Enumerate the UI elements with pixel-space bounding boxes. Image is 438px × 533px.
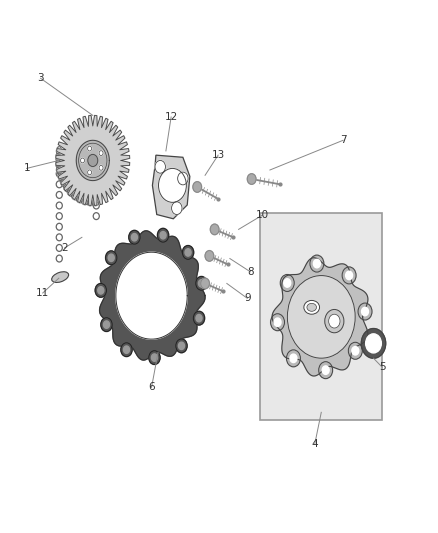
Circle shape: [88, 146, 92, 151]
Circle shape: [129, 230, 140, 244]
Circle shape: [290, 354, 297, 362]
Circle shape: [152, 354, 158, 361]
Circle shape: [348, 342, 362, 359]
Polygon shape: [152, 155, 190, 219]
Text: 2: 2: [61, 243, 68, 253]
Circle shape: [172, 202, 182, 215]
Circle shape: [185, 249, 191, 256]
Text: 9: 9: [244, 293, 251, 303]
Circle shape: [193, 182, 201, 192]
Circle shape: [352, 346, 359, 355]
Circle shape: [176, 339, 187, 353]
Circle shape: [99, 151, 103, 156]
Circle shape: [155, 160, 166, 173]
Circle shape: [81, 158, 85, 163]
Circle shape: [99, 165, 103, 170]
Circle shape: [149, 351, 160, 365]
Circle shape: [361, 328, 386, 358]
Circle shape: [182, 246, 194, 260]
Circle shape: [314, 260, 320, 268]
Circle shape: [121, 343, 132, 357]
Circle shape: [247, 174, 256, 184]
Circle shape: [280, 274, 294, 292]
Circle shape: [284, 279, 291, 287]
Circle shape: [325, 310, 344, 333]
Circle shape: [108, 254, 114, 262]
Ellipse shape: [307, 303, 317, 311]
Circle shape: [193, 311, 205, 325]
Circle shape: [88, 170, 92, 175]
Circle shape: [95, 284, 106, 297]
Circle shape: [271, 314, 285, 330]
Text: 13: 13: [212, 150, 225, 160]
Circle shape: [201, 278, 209, 289]
Circle shape: [98, 287, 104, 294]
Polygon shape: [56, 116, 130, 206]
Text: 5: 5: [379, 362, 385, 372]
Circle shape: [106, 251, 117, 265]
Circle shape: [205, 251, 214, 261]
Circle shape: [310, 255, 324, 272]
Circle shape: [287, 276, 355, 358]
Circle shape: [346, 271, 353, 280]
Circle shape: [196, 314, 202, 322]
Circle shape: [157, 228, 169, 242]
Ellipse shape: [304, 301, 320, 314]
Polygon shape: [76, 140, 110, 181]
Circle shape: [159, 168, 186, 203]
Text: 8: 8: [247, 267, 254, 277]
Circle shape: [358, 303, 372, 320]
Polygon shape: [272, 258, 368, 376]
Circle shape: [101, 318, 112, 332]
Circle shape: [103, 321, 110, 328]
Text: 1: 1: [23, 164, 30, 173]
Polygon shape: [116, 252, 187, 339]
Circle shape: [198, 280, 205, 287]
Circle shape: [160, 231, 166, 239]
Circle shape: [361, 308, 368, 316]
Circle shape: [178, 342, 184, 350]
Circle shape: [286, 350, 300, 367]
Circle shape: [328, 314, 340, 328]
Circle shape: [342, 267, 356, 284]
Circle shape: [366, 334, 381, 353]
Circle shape: [274, 318, 281, 326]
Polygon shape: [260, 214, 382, 420]
Circle shape: [124, 346, 130, 353]
Circle shape: [178, 172, 188, 185]
Text: 6: 6: [148, 382, 155, 392]
Circle shape: [210, 224, 219, 235]
Circle shape: [131, 233, 138, 241]
Text: 11: 11: [36, 288, 49, 298]
Text: 7: 7: [340, 135, 346, 146]
Text: 3: 3: [37, 73, 44, 83]
Circle shape: [319, 362, 332, 378]
Text: 10: 10: [256, 210, 269, 220]
Text: 4: 4: [311, 439, 318, 449]
Text: 12: 12: [165, 112, 178, 122]
Circle shape: [322, 366, 329, 374]
Circle shape: [196, 277, 207, 290]
Polygon shape: [99, 231, 205, 360]
Circle shape: [88, 155, 98, 166]
Ellipse shape: [52, 272, 69, 282]
